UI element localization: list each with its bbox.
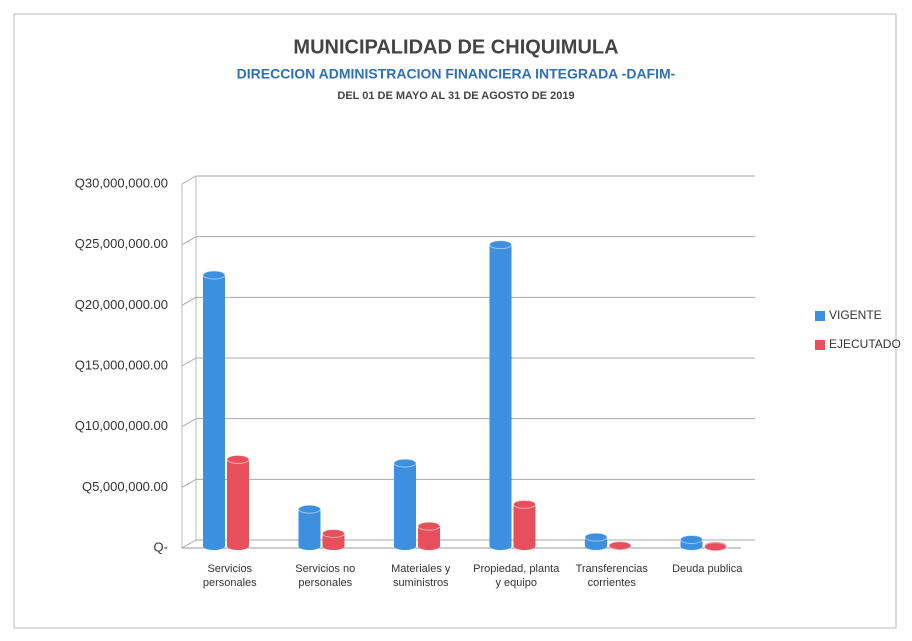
chart-frame — [13, 13, 897, 629]
x-tick-label: Deuda publica — [672, 563, 743, 575]
x-tick-label: Propiedad, planta y equipo — [473, 563, 560, 589]
bar-top — [226, 454, 250, 464]
grid-line-side — [181, 357, 197, 367]
y-tick-label: Q5,000,000.00 — [82, 479, 168, 494]
bar-top — [513, 499, 536, 509]
grid-line-side — [181, 175, 197, 185]
legend-swatch — [815, 311, 825, 321]
x-tick-label: Transferencias corrientes — [575, 563, 648, 589]
bar-top — [417, 521, 441, 531]
x-tick-label: Materiales y suministros — [391, 563, 451, 589]
bar-top — [322, 528, 345, 538]
bar — [227, 459, 249, 546]
bar — [298, 509, 321, 546]
y-tick-label: Q25,000,000.00 — [75, 236, 168, 251]
chart-title: MUNICIPALIDAD DE CHIQUIMULA — [293, 36, 618, 58]
legend-swatch — [815, 340, 825, 350]
y-tick-label: Q- — [154, 539, 168, 554]
grid-line-side — [181, 296, 197, 306]
bar-top — [298, 504, 321, 514]
bar-top — [393, 458, 417, 468]
grid-line-side — [181, 478, 197, 488]
bar-top — [202, 270, 226, 280]
bar-top — [704, 542, 727, 552]
legend-label: VIGENTE — [829, 308, 882, 322]
bar — [489, 244, 512, 546]
y-tick-label: Q30,000,000.00 — [75, 175, 168, 190]
y-tick-label: Q10,000,000.00 — [75, 418, 168, 433]
grid-line-side — [181, 539, 197, 549]
bar — [513, 504, 536, 546]
chart-period: DEL 01 DE MAYO AL 31 DE AGOSTO DE 2019 — [337, 90, 574, 102]
grid-line-side — [181, 236, 197, 246]
bar — [418, 526, 440, 546]
bar-top — [680, 535, 703, 545]
x-tick-label: Servicios personales — [202, 563, 257, 589]
bar — [394, 463, 416, 546]
y-tick-label: Q15,000,000.00 — [75, 357, 168, 372]
x-tick-label: Servicios no personales — [295, 563, 356, 589]
grid-line-side — [181, 418, 197, 428]
y-tick-label: Q20,000,000.00 — [75, 297, 168, 312]
bar-top — [489, 240, 512, 250]
bar-top — [608, 541, 632, 551]
bar-top — [584, 532, 608, 542]
bar — [203, 275, 225, 546]
chart-subtitle: DIRECCION ADMINISTRACION FINANCIERA INTE… — [237, 66, 676, 82]
legend-label: EJECUTADO — [829, 337, 901, 351]
